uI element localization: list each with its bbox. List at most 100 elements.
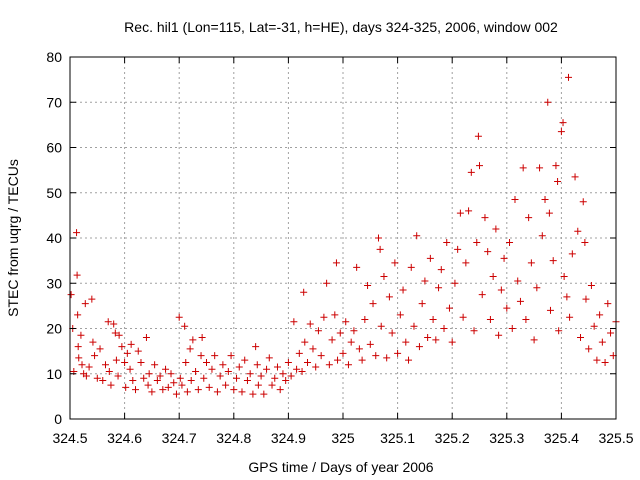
data-point bbox=[334, 356, 342, 364]
data-point bbox=[230, 386, 238, 394]
grid-lines bbox=[70, 57, 616, 419]
data-point bbox=[211, 352, 219, 360]
y-tick-label: 50 bbox=[46, 185, 62, 201]
y-tick-label: 10 bbox=[46, 366, 62, 382]
data-point bbox=[121, 358, 129, 366]
data-point bbox=[170, 379, 178, 387]
data-point bbox=[89, 338, 97, 346]
data-point bbox=[253, 361, 261, 369]
data-point bbox=[418, 300, 426, 308]
data-point bbox=[563, 293, 571, 301]
data-point bbox=[559, 119, 567, 127]
y-tick-label: 40 bbox=[46, 230, 62, 246]
data-point bbox=[432, 336, 440, 344]
data-point bbox=[497, 286, 505, 294]
data-point bbox=[279, 370, 287, 378]
y-tick-label: 60 bbox=[46, 140, 62, 156]
data-point bbox=[290, 318, 298, 326]
data-point bbox=[394, 349, 402, 357]
data-point bbox=[178, 381, 186, 389]
data-point bbox=[328, 336, 336, 344]
data-point bbox=[181, 322, 189, 330]
data-point bbox=[144, 381, 152, 389]
data-point bbox=[462, 259, 470, 267]
data-point bbox=[208, 365, 216, 373]
data-point bbox=[429, 315, 437, 323]
data-point bbox=[355, 345, 363, 353]
data-point bbox=[99, 377, 107, 385]
data-point bbox=[554, 177, 562, 185]
data-point bbox=[213, 388, 221, 396]
data-point bbox=[265, 354, 273, 362]
data-point bbox=[137, 358, 145, 366]
data-point bbox=[140, 374, 148, 382]
scatter-points bbox=[67, 73, 620, 398]
y-tick-label: 30 bbox=[46, 275, 62, 291]
data-point bbox=[284, 358, 292, 366]
data-point bbox=[467, 168, 475, 176]
data-point bbox=[525, 214, 533, 222]
data-point bbox=[167, 370, 175, 378]
data-point bbox=[235, 363, 243, 371]
data-point bbox=[372, 352, 380, 360]
data-point bbox=[516, 297, 524, 305]
data-point bbox=[476, 162, 483, 170]
data-point bbox=[445, 304, 453, 312]
data-point bbox=[415, 343, 423, 351]
data-point bbox=[73, 229, 81, 237]
data-point bbox=[358, 356, 366, 364]
data-point bbox=[522, 315, 530, 323]
data-point bbox=[241, 356, 249, 364]
data-point bbox=[111, 329, 119, 337]
data-point bbox=[227, 352, 235, 360]
data-point bbox=[153, 377, 161, 385]
data-point bbox=[503, 304, 511, 312]
data-point bbox=[127, 340, 135, 348]
data-point bbox=[530, 336, 538, 344]
data-point bbox=[276, 386, 284, 394]
data-point bbox=[541, 196, 549, 204]
data-point bbox=[105, 367, 113, 375]
data-point bbox=[470, 327, 478, 335]
data-point bbox=[489, 272, 497, 280]
data-point bbox=[593, 356, 601, 364]
data-point bbox=[88, 295, 96, 303]
data-point bbox=[320, 313, 328, 321]
data-point bbox=[342, 318, 350, 326]
data-point bbox=[257, 372, 265, 380]
x-tick-label: 325.4 bbox=[544, 430, 579, 446]
x-tick-label: 325.5 bbox=[598, 430, 633, 446]
data-point bbox=[364, 282, 372, 290]
data-point bbox=[426, 254, 434, 262]
data-point bbox=[273, 363, 281, 371]
data-point bbox=[407, 263, 415, 271]
data-point bbox=[224, 367, 232, 375]
data-point bbox=[301, 338, 309, 346]
data-point bbox=[145, 370, 153, 378]
data-point bbox=[601, 358, 609, 366]
data-point bbox=[424, 334, 432, 342]
data-point bbox=[399, 286, 407, 294]
data-point bbox=[114, 372, 122, 380]
data-point bbox=[162, 365, 170, 373]
data-point bbox=[582, 295, 590, 303]
x-tick-label: 325 bbox=[331, 430, 355, 446]
data-point bbox=[448, 338, 456, 346]
data-point bbox=[557, 128, 565, 136]
x-tick-label: 324.9 bbox=[271, 430, 306, 446]
data-point bbox=[437, 266, 445, 274]
data-point bbox=[219, 361, 227, 369]
data-point bbox=[413, 232, 421, 240]
data-point bbox=[474, 132, 482, 140]
data-point bbox=[112, 356, 120, 364]
data-point bbox=[590, 322, 598, 330]
data-point bbox=[374, 234, 382, 242]
data-point bbox=[175, 313, 183, 321]
y-tick-label: 20 bbox=[46, 321, 62, 337]
data-point bbox=[545, 209, 553, 217]
data-point bbox=[74, 311, 82, 319]
data-point bbox=[104, 318, 112, 326]
data-point bbox=[527, 259, 535, 267]
data-point bbox=[183, 388, 191, 396]
